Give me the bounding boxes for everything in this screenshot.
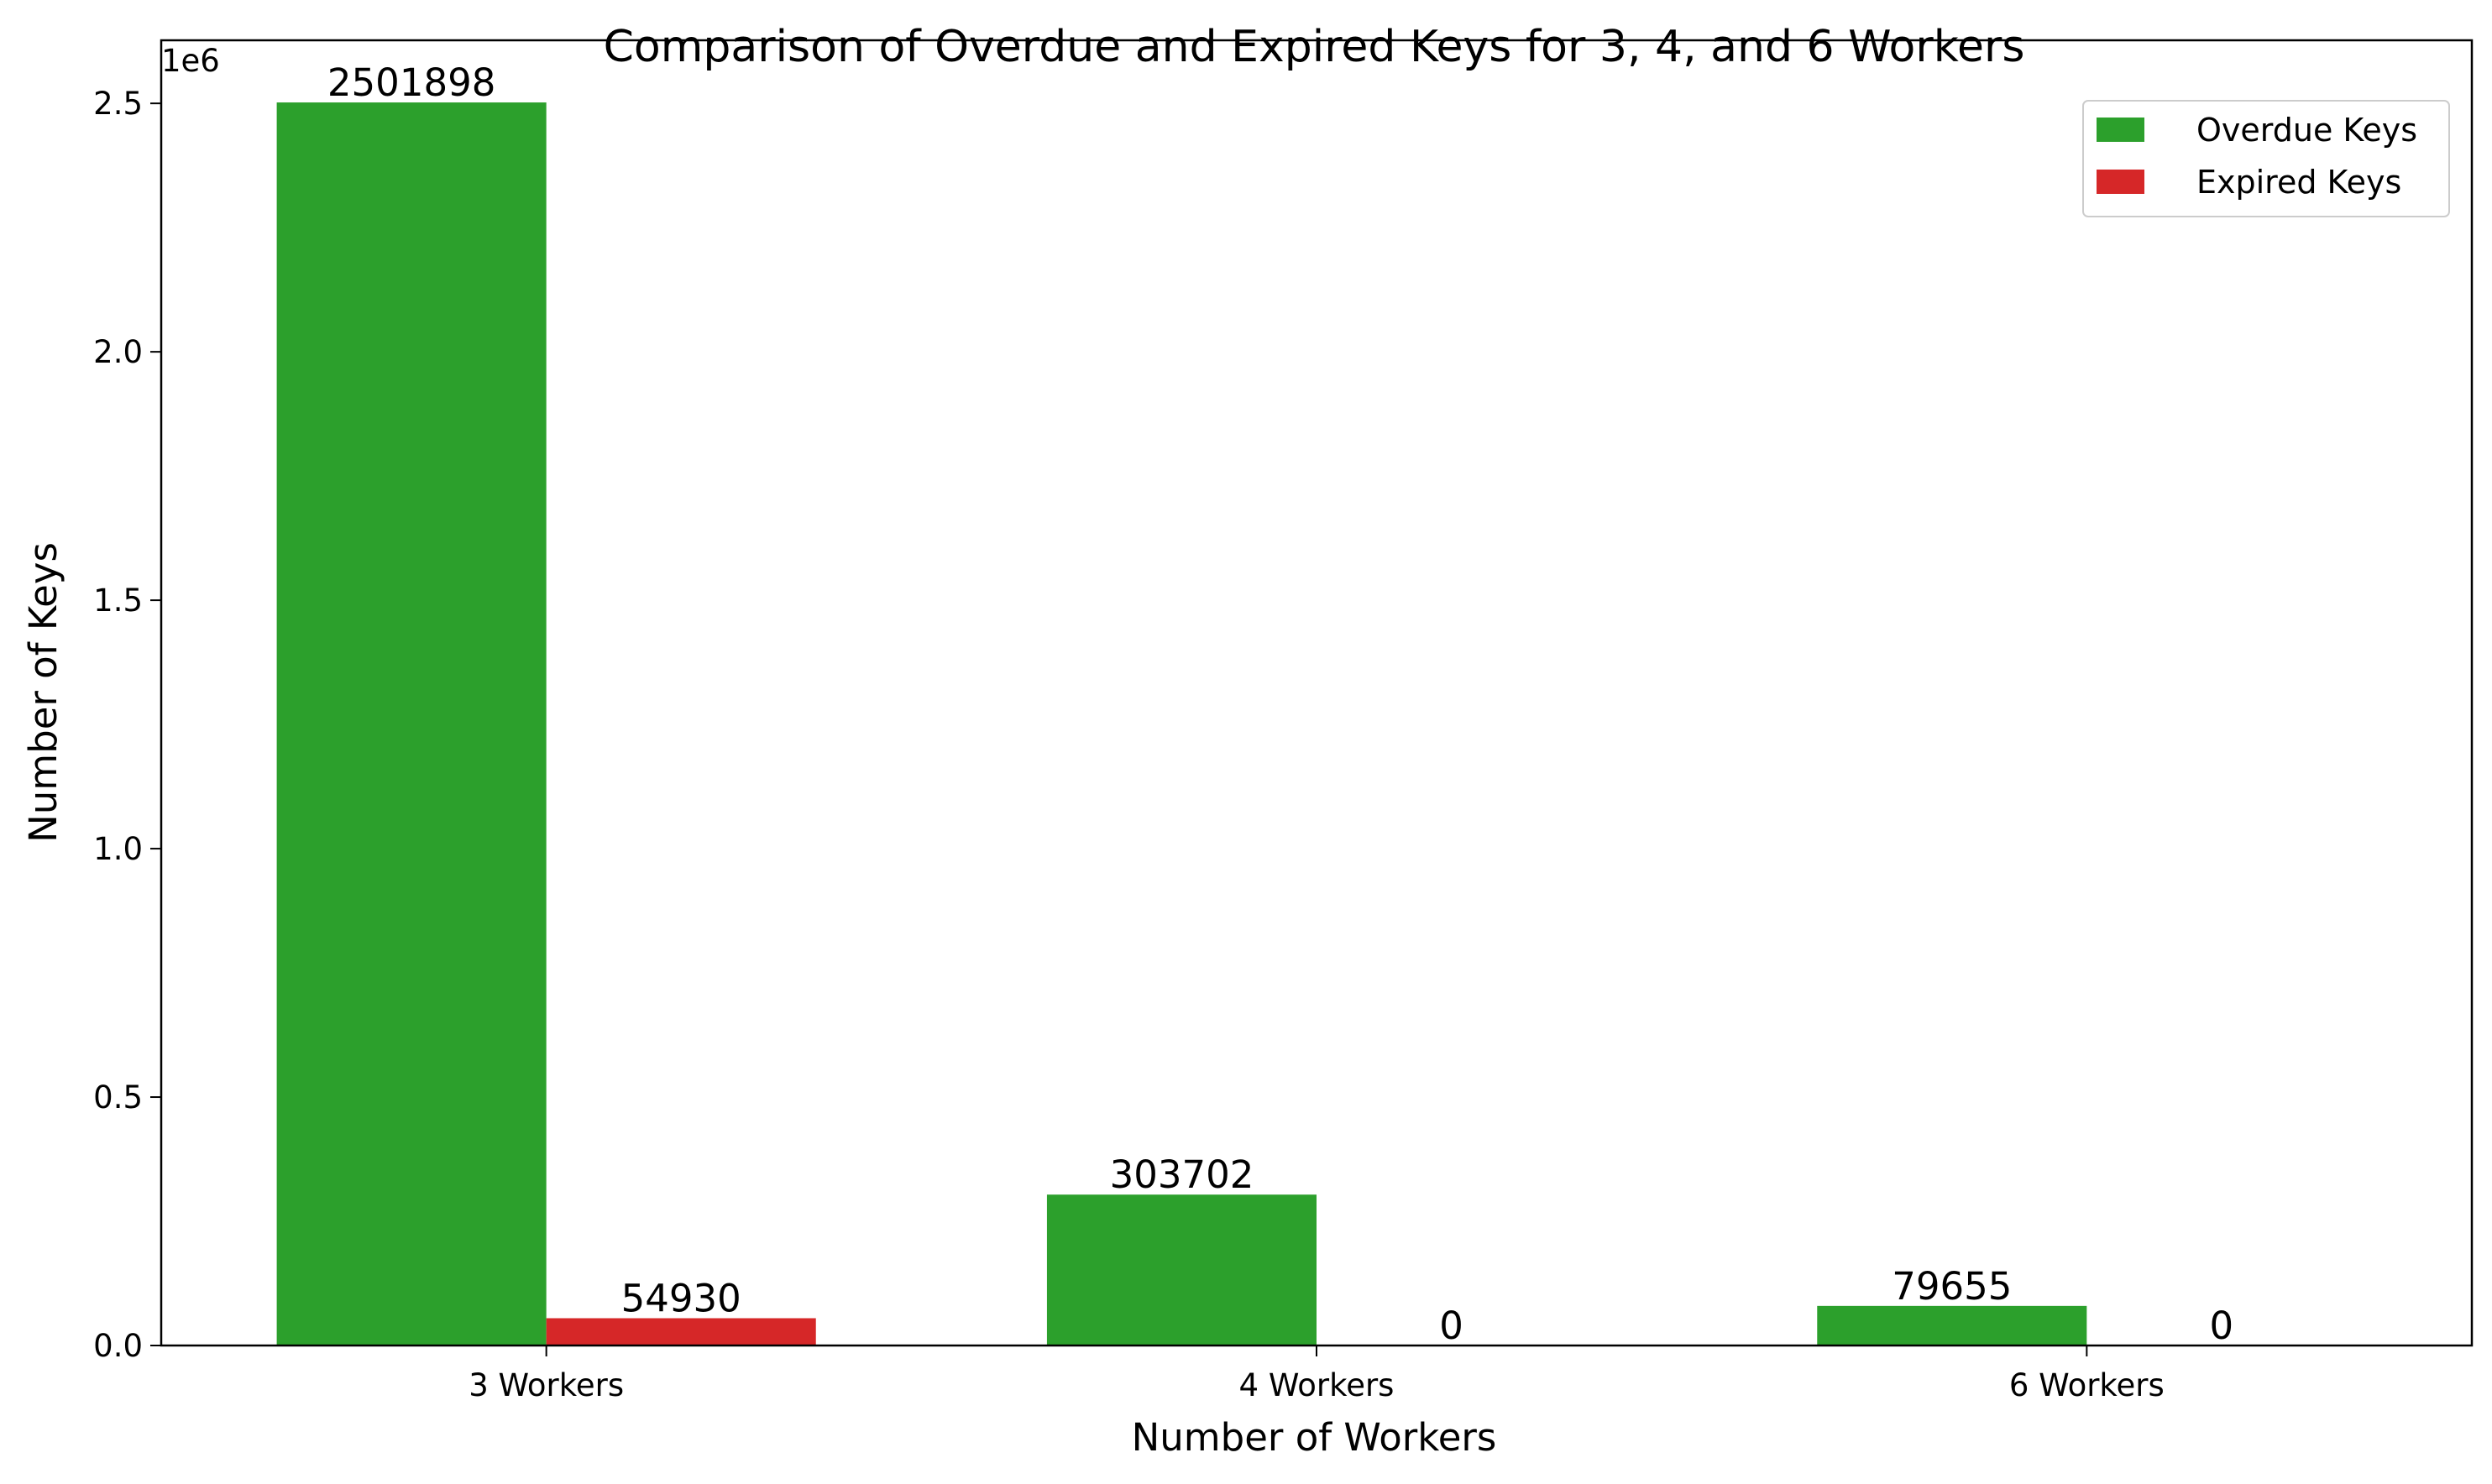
legend-label-expired-keys: Expired Keys bbox=[2196, 164, 2401, 201]
chart-title: Comparison of Overdue and Expired Keys f… bbox=[604, 22, 2025, 72]
data-label-overdue-keys-6-workers: 79655 bbox=[1892, 1264, 2012, 1309]
y-tick-label: 0.0 bbox=[93, 1328, 143, 1364]
bar-overdue-keys-3-workers bbox=[276, 102, 547, 1346]
y-tick-label: 1.5 bbox=[93, 583, 143, 619]
x-tick-label-4-workers: 4 Workers bbox=[1239, 1367, 1395, 1403]
bar-overdue-keys-6-workers bbox=[1817, 1305, 2087, 1346]
y-axis-label: Number of Keys bbox=[21, 542, 65, 843]
ticks-layer: 0.0 0.5 1.0 1.5 2.0 2.5 3 Workers 4 Workers 6 Wo… bbox=[93, 86, 2165, 1403]
data-label-expired-keys-4-workers: 0 bbox=[1439, 1304, 1463, 1348]
data-label-expired-keys-6-workers: 0 bbox=[2210, 1304, 2234, 1348]
data-labels-layer: 2501898 303702 79655 54930 0 0 bbox=[327, 60, 2233, 1348]
x-axis-label: Number of Workers bbox=[1132, 1415, 1497, 1460]
bar-expired-keys-3-workers bbox=[546, 1318, 816, 1346]
bar-overdue-keys-4-workers bbox=[1046, 1194, 1317, 1346]
legend-label-overdue-keys: Overdue Keys bbox=[2196, 112, 2417, 149]
y-axis-offset-label: 1e6 bbox=[161, 43, 220, 79]
legend: Overdue Keys Expired Keys bbox=[2082, 100, 2450, 217]
legend-box bbox=[2082, 100, 2450, 217]
data-label-overdue-keys-3-workers: 2501898 bbox=[327, 60, 495, 105]
x-tick-label-6-workers: 6 Workers bbox=[2009, 1367, 2165, 1403]
legend-swatch-expired-keys bbox=[2097, 170, 2144, 194]
data-label-overdue-keys-4-workers: 303702 bbox=[1110, 1152, 1254, 1197]
y-tick-label: 0.5 bbox=[93, 1079, 143, 1116]
data-label-expired-keys-3-workers: 54930 bbox=[621, 1276, 741, 1320]
plot-frame bbox=[160, 39, 2474, 1347]
y-tick-label: 1.0 bbox=[93, 831, 143, 867]
x-tick-label-3-workers: 3 Workers bbox=[469, 1367, 624, 1403]
y-tick-label: 2.5 bbox=[93, 86, 143, 122]
bars-layer bbox=[276, 102, 2087, 1346]
y-tick-label: 2.0 bbox=[93, 334, 143, 370]
legend-swatch-overdue-keys bbox=[2097, 118, 2144, 142]
